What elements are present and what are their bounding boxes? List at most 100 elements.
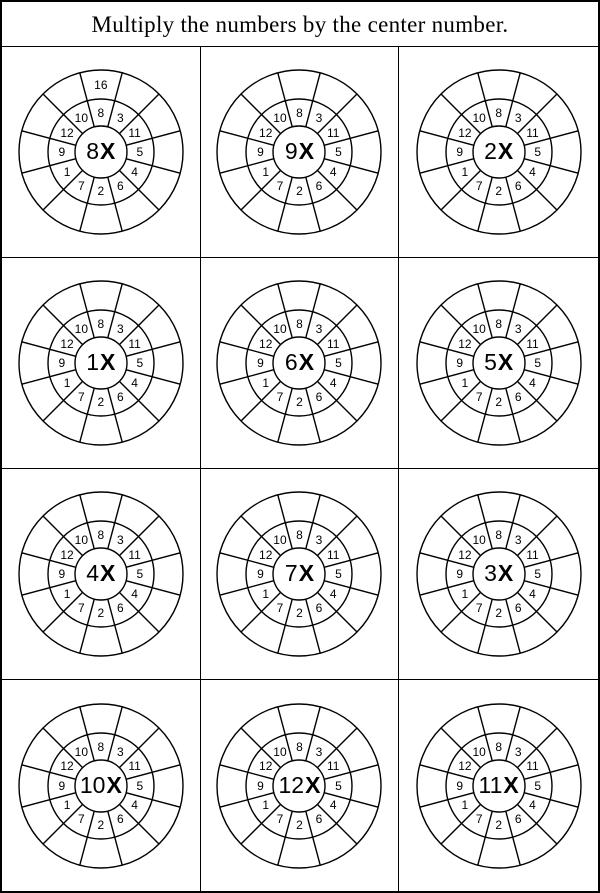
wheel-inner-number: 10 xyxy=(273,111,286,125)
wheel-inner-number: 2 xyxy=(296,184,303,198)
wheel-inner-number: 11 xyxy=(128,759,140,773)
wheel-inner-number: 12 xyxy=(458,548,471,562)
wheel-inner-number: 1 xyxy=(262,798,269,812)
wheel-inner-number: 10 xyxy=(273,533,286,547)
wheel-inner-number: 6 xyxy=(515,179,522,193)
wheel-inner-number: 5 xyxy=(136,567,143,581)
wheel-inner-number: 1 xyxy=(462,376,469,390)
wheel-cell: 2X831154627191210 xyxy=(399,47,598,258)
wheel-inner-number: 2 xyxy=(495,818,502,832)
wheel-inner-number: 3 xyxy=(117,322,124,336)
wheel-inner-number: 8 xyxy=(97,317,104,331)
wheel-center-number: 11X xyxy=(479,771,519,798)
wheel-inner-number: 7 xyxy=(476,390,483,404)
wheel-inner-number: 11 xyxy=(327,337,339,351)
wheel-inner-number: 5 xyxy=(335,145,342,159)
multiplication-wheel: 9X831154627191210 xyxy=(214,67,384,237)
wheel-inner-number: 6 xyxy=(515,601,522,615)
wheel-inner-number: 2 xyxy=(495,606,502,620)
wheel-inner-number: 7 xyxy=(78,179,85,193)
wheel-inner-number: 9 xyxy=(257,145,264,159)
wheel-inner-number: 10 xyxy=(75,745,88,759)
wheel-inner-number: 3 xyxy=(117,745,124,759)
wheel-inner-number: 9 xyxy=(58,145,65,159)
wheel-inner-number: 8 xyxy=(495,317,502,331)
wheel-inner-number: 7 xyxy=(476,179,483,193)
multiplication-wheel: 6X831154627191210 xyxy=(214,278,384,448)
wheel-inner-number: 10 xyxy=(273,745,286,759)
wheel-inner-number: 12 xyxy=(60,548,73,562)
wheel-inner-number: 11 xyxy=(526,126,538,140)
wheel-inner-number: 9 xyxy=(456,145,463,159)
wheel-inner-number: 3 xyxy=(515,322,522,336)
wheel-inner-number: 9 xyxy=(58,567,65,581)
wheel-inner-number: 3 xyxy=(117,111,124,125)
wheel-inner-number: 4 xyxy=(529,376,536,390)
wheel-inner-number: 12 xyxy=(458,759,471,773)
wheel-inner-number: 7 xyxy=(476,601,483,615)
wheel-inner-number: 11 xyxy=(327,126,339,140)
wheel-inner-number: 4 xyxy=(330,798,337,812)
wheel-inner-number: 10 xyxy=(75,533,88,547)
wheel-inner-number: 12 xyxy=(60,759,73,773)
wheel-inner-number: 1 xyxy=(64,376,71,390)
wheel-inner-number: 5 xyxy=(335,567,342,581)
wheel-inner-number: 9 xyxy=(257,567,264,581)
wheel-inner-number: 8 xyxy=(296,317,303,331)
multiplication-wheel: 1X831154627191210 xyxy=(16,278,186,448)
wheel-inner-number: 4 xyxy=(131,376,138,390)
wheel-inner-number: 12 xyxy=(458,337,471,351)
wheel-inner-number: 10 xyxy=(472,745,485,759)
wheel-cell: 8X81631154627191210 xyxy=(2,47,201,258)
wheel-inner-number: 3 xyxy=(515,533,522,547)
wheel-inner-number: 3 xyxy=(316,322,323,336)
wheel-center-number: 12X xyxy=(279,771,321,798)
wheel-inner-number: 11 xyxy=(526,337,538,351)
multiplication-wheel: 5X831154627191210 xyxy=(414,278,584,448)
worksheet-page: Multiply the numbers by the center numbe… xyxy=(0,0,600,893)
multiplication-wheel: 11X831154627191210 xyxy=(414,701,584,871)
wheel-inner-number: 7 xyxy=(78,601,85,615)
multiplication-wheel: 12X831154627191210 xyxy=(214,701,384,871)
wheel-center-number: 5X xyxy=(484,349,513,376)
wheel-inner-number: 7 xyxy=(476,812,483,826)
multiplication-wheel: 10X831154627191210 xyxy=(16,701,186,871)
wheel-inner-number: 5 xyxy=(534,356,541,370)
wheel-inner-number: 5 xyxy=(335,779,342,793)
wheel-center-number: 6X xyxy=(285,349,314,376)
wheel-inner-number: 12 xyxy=(259,126,272,140)
wheel-inner-number: 12 xyxy=(60,337,73,351)
wheel-inner-number: 2 xyxy=(495,184,502,198)
wheel-cell: 9X831154627191210 xyxy=(201,47,400,258)
wheel-center-number: 9X xyxy=(285,138,314,165)
wheel-inner-number: 6 xyxy=(316,601,323,615)
wheel-inner-number: 9 xyxy=(456,567,463,581)
wheel-inner-number: 5 xyxy=(534,145,541,159)
wheel-inner-number: 9 xyxy=(456,356,463,370)
wheel-inner-number: 1 xyxy=(64,798,71,812)
wheel-inner-number: 8 xyxy=(97,528,104,542)
wheel-cell: 1X831154627191210 xyxy=(2,258,201,469)
wheel-inner-number: 6 xyxy=(316,390,323,404)
wheel-inner-number: 4 xyxy=(330,587,337,601)
wheel-inner-number: 3 xyxy=(316,111,323,125)
wheel-inner-number: 2 xyxy=(495,395,502,409)
wheel-inner-number: 12 xyxy=(259,759,272,773)
wheel-inner-number: 4 xyxy=(529,165,536,179)
wheel-inner-number: 11 xyxy=(327,548,339,562)
wheel-inner-number: 12 xyxy=(259,337,272,351)
wheel-inner-number: 9 xyxy=(58,356,65,370)
wheel-inner-number: 1 xyxy=(262,376,269,390)
wheel-inner-number: 6 xyxy=(316,812,323,826)
wheel-inner-number: 3 xyxy=(316,745,323,759)
wheel-answer-number: 16 xyxy=(94,78,107,92)
wheel-inner-number: 8 xyxy=(97,106,104,120)
wheel-grid: 8X816311546271912109X8311546271912102X83… xyxy=(2,47,598,891)
wheel-inner-number: 8 xyxy=(296,106,303,120)
wheel-inner-number: 11 xyxy=(526,548,538,562)
wheel-inner-number: 8 xyxy=(97,740,104,754)
wheel-inner-number: 7 xyxy=(78,812,85,826)
wheel-inner-number: 3 xyxy=(515,745,522,759)
wheel-inner-number: 1 xyxy=(262,587,269,601)
wheel-inner-number: 4 xyxy=(131,798,138,812)
